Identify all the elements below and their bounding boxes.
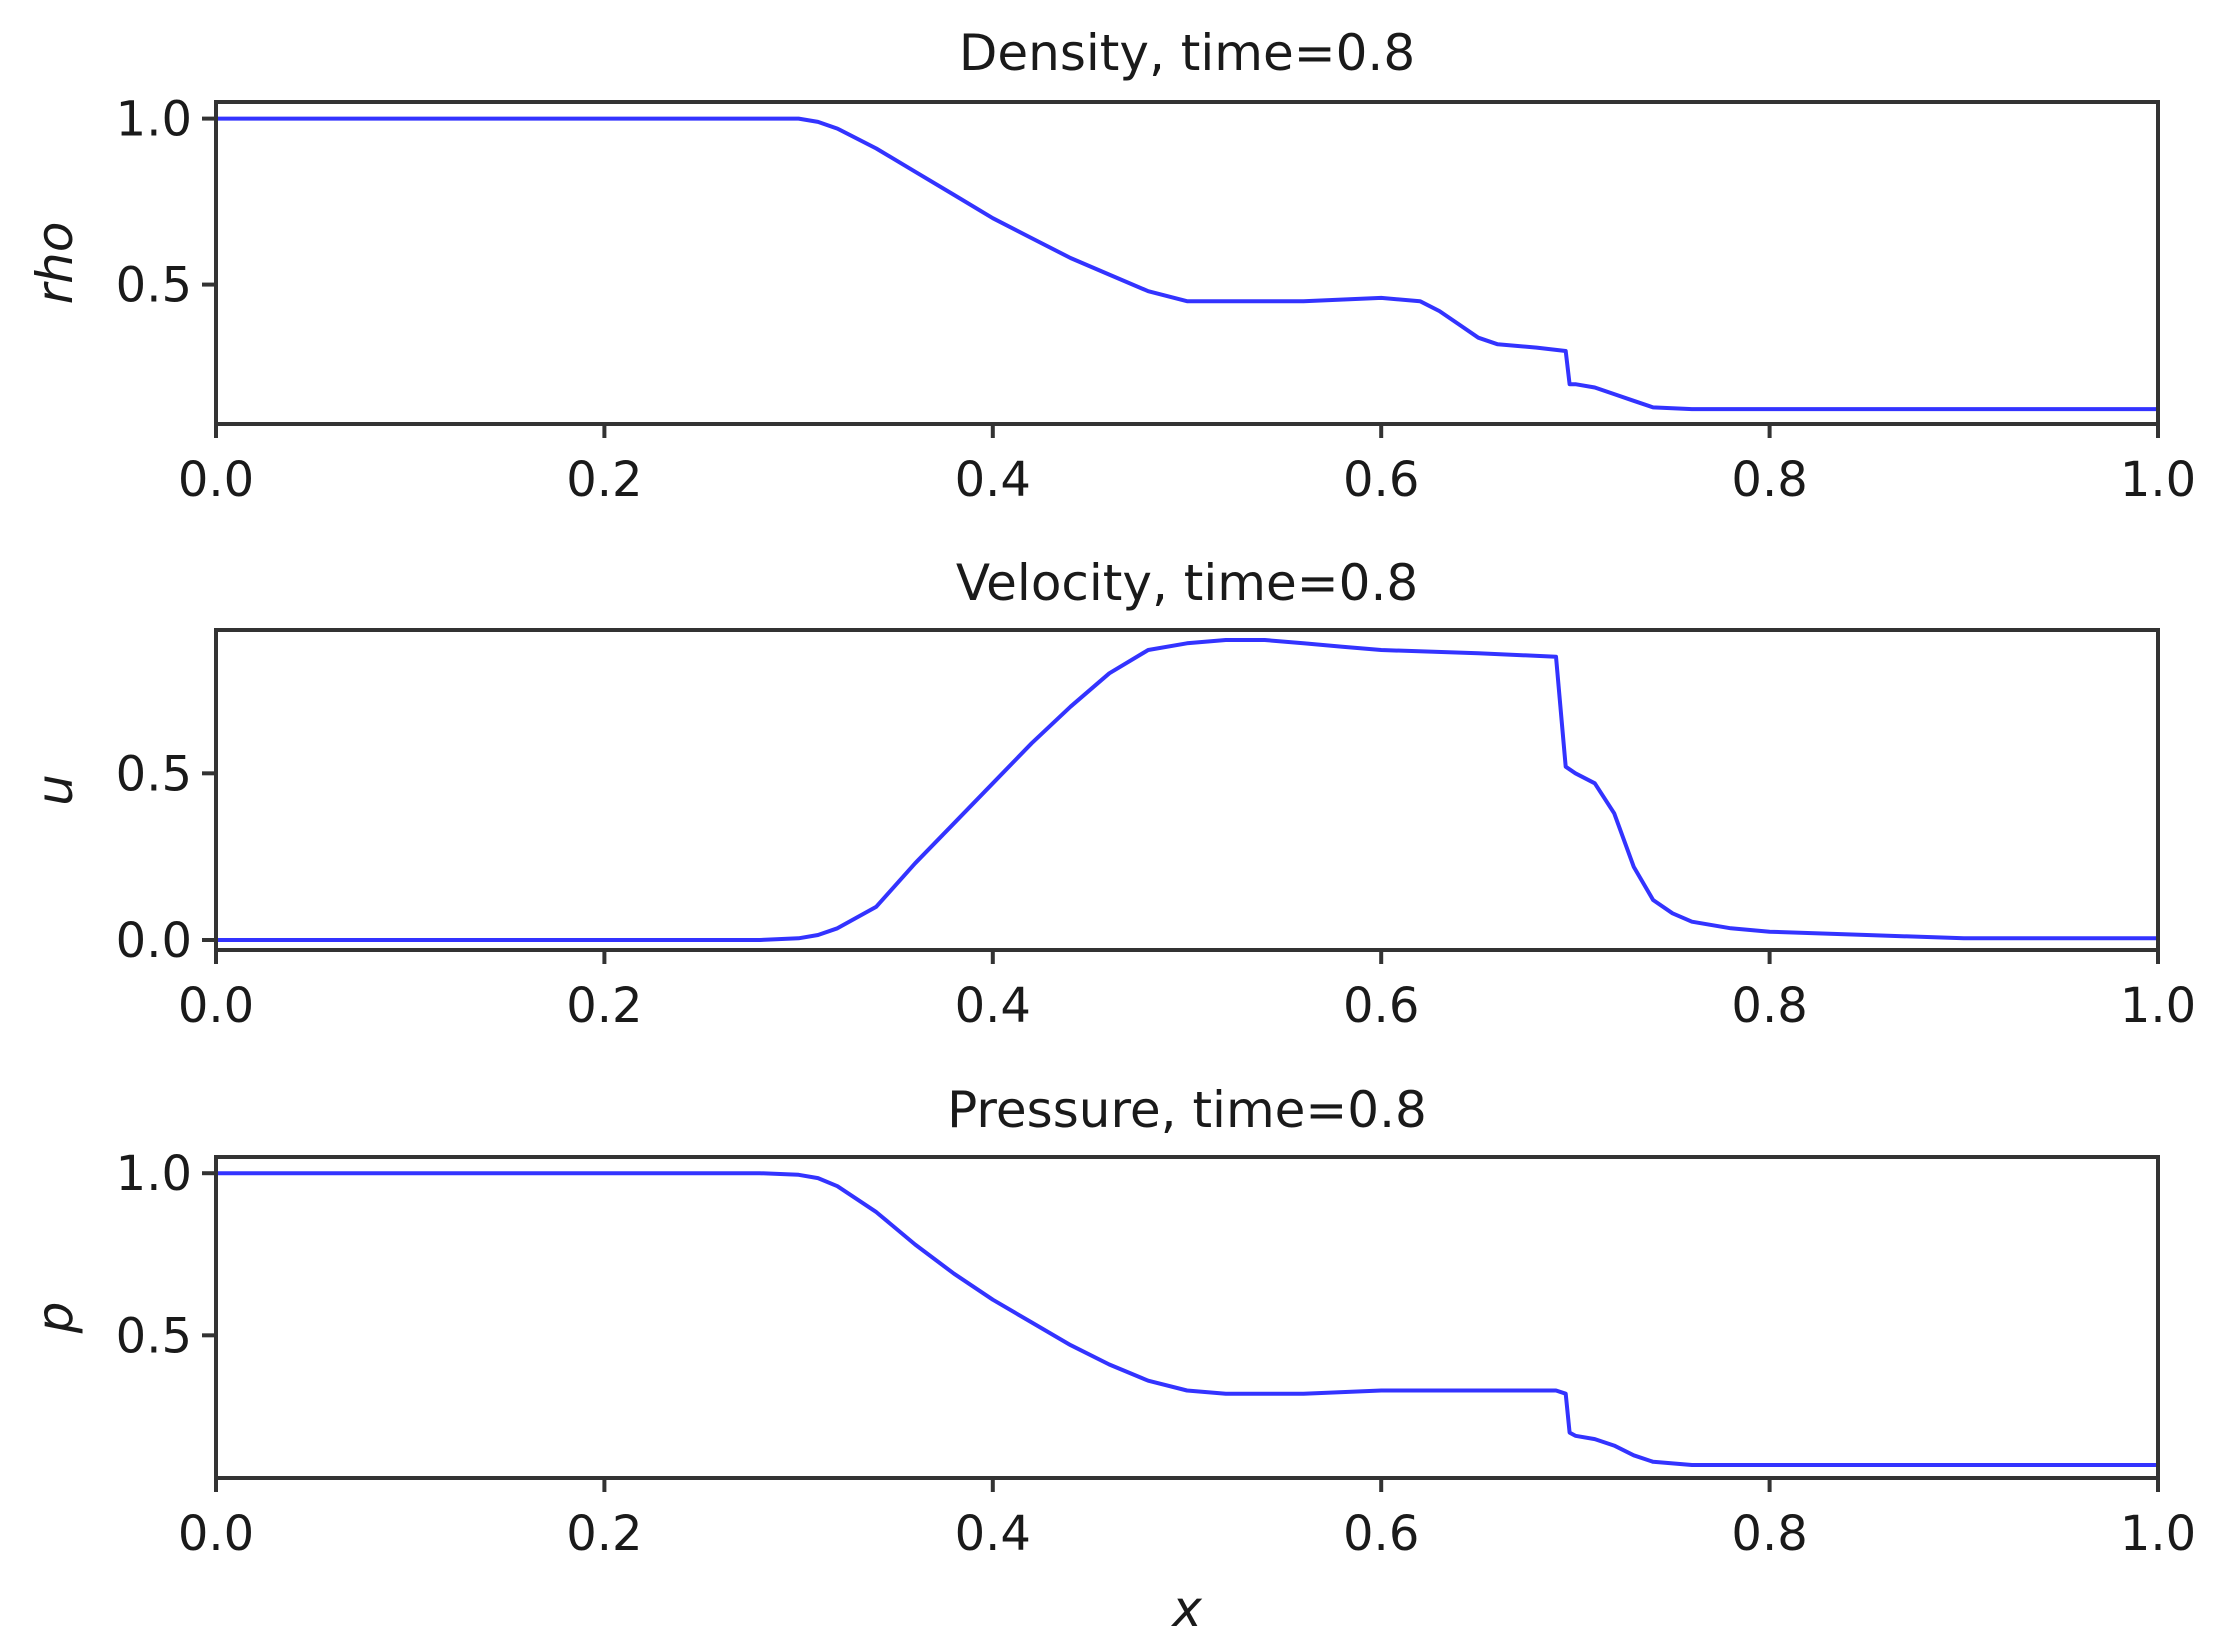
- plot-frame: [214, 1155, 2160, 1480]
- chart-title: Velocity, time=0.8: [956, 554, 1418, 612]
- density-series-line: [214, 116, 2160, 412]
- axis-ticks: 0.0 0.2 0.4 0.6 0.8 1.0 0.5 1.0: [116, 1146, 2197, 1562]
- axis-ticks: 0.0 0.2 0.4 0.6 0.8 1.0 0.0 0.5: [116, 746, 2197, 1034]
- y-tick-label: 0.0: [116, 913, 192, 969]
- x-tick-label: 0.2: [566, 1506, 642, 1562]
- pressure-series-line: [214, 1171, 2160, 1467]
- axis-ticks: 0.0 0.2 0.4 0.6 0.8 1.0 0.5 1.0: [116, 92, 2197, 508]
- x-tick-label: 0.2: [566, 452, 642, 508]
- y-tick-label: 0.5: [116, 258, 192, 314]
- y-axis-label: p: [26, 1302, 84, 1335]
- x-tick-label: 0.4: [955, 1506, 1031, 1562]
- x-tick-label: 0.6: [1343, 1506, 1419, 1562]
- x-tick-label: 1.0: [2120, 452, 2196, 508]
- x-tick-label: 0.6: [1343, 452, 1419, 508]
- x-tick-label: 0.2: [566, 978, 642, 1034]
- y-tick-label: 0.5: [116, 746, 192, 802]
- chart-title: Pressure, time=0.8: [947, 1081, 1427, 1139]
- x-tick-label: 1.0: [2120, 1506, 2196, 1562]
- y-tick-label: 1.0: [116, 1146, 192, 1202]
- x-tick-label: 0.0: [178, 452, 254, 508]
- x-tick-label: 0.4: [955, 452, 1031, 508]
- x-tick-label: 0.8: [1731, 1506, 1807, 1562]
- x-tick-label: 0.0: [178, 978, 254, 1034]
- velocity-series-line: [214, 638, 2160, 942]
- x-tick-label: 0.8: [1731, 978, 1807, 1034]
- panel-density: Density, time=0.8 rho 0.0 0.2 0.4 0.6 0.8 1.0…: [26, 24, 2196, 508]
- plot-frame: [214, 100, 2160, 426]
- x-tick-label: 0.4: [955, 978, 1031, 1034]
- x-axis-label: x: [1170, 1580, 1202, 1638]
- y-tick-label: 1.0: [116, 92, 192, 148]
- x-tick-label: 0.8: [1731, 452, 1807, 508]
- x-tick-label: 1.0: [2120, 978, 2196, 1034]
- x-tick-label: 0.0: [178, 1506, 254, 1562]
- x-tick-label: 0.6: [1343, 978, 1419, 1034]
- chart-title: Density, time=0.8: [959, 24, 1415, 82]
- panel-pressure: Pressure, time=0.8 p x 0.0 0.2 0.4 0.6 0.8 1.…: [26, 1081, 2196, 1638]
- y-tick-label: 0.5: [116, 1308, 192, 1364]
- y-axis-label: u: [26, 774, 84, 806]
- panel-velocity: Velocity, time=0.8 u 0.0 0.2 0.4 0.6 0.8 1.00…: [26, 554, 2196, 1034]
- plot-frame: [214, 628, 2160, 952]
- y-axis-label: rho: [26, 222, 84, 305]
